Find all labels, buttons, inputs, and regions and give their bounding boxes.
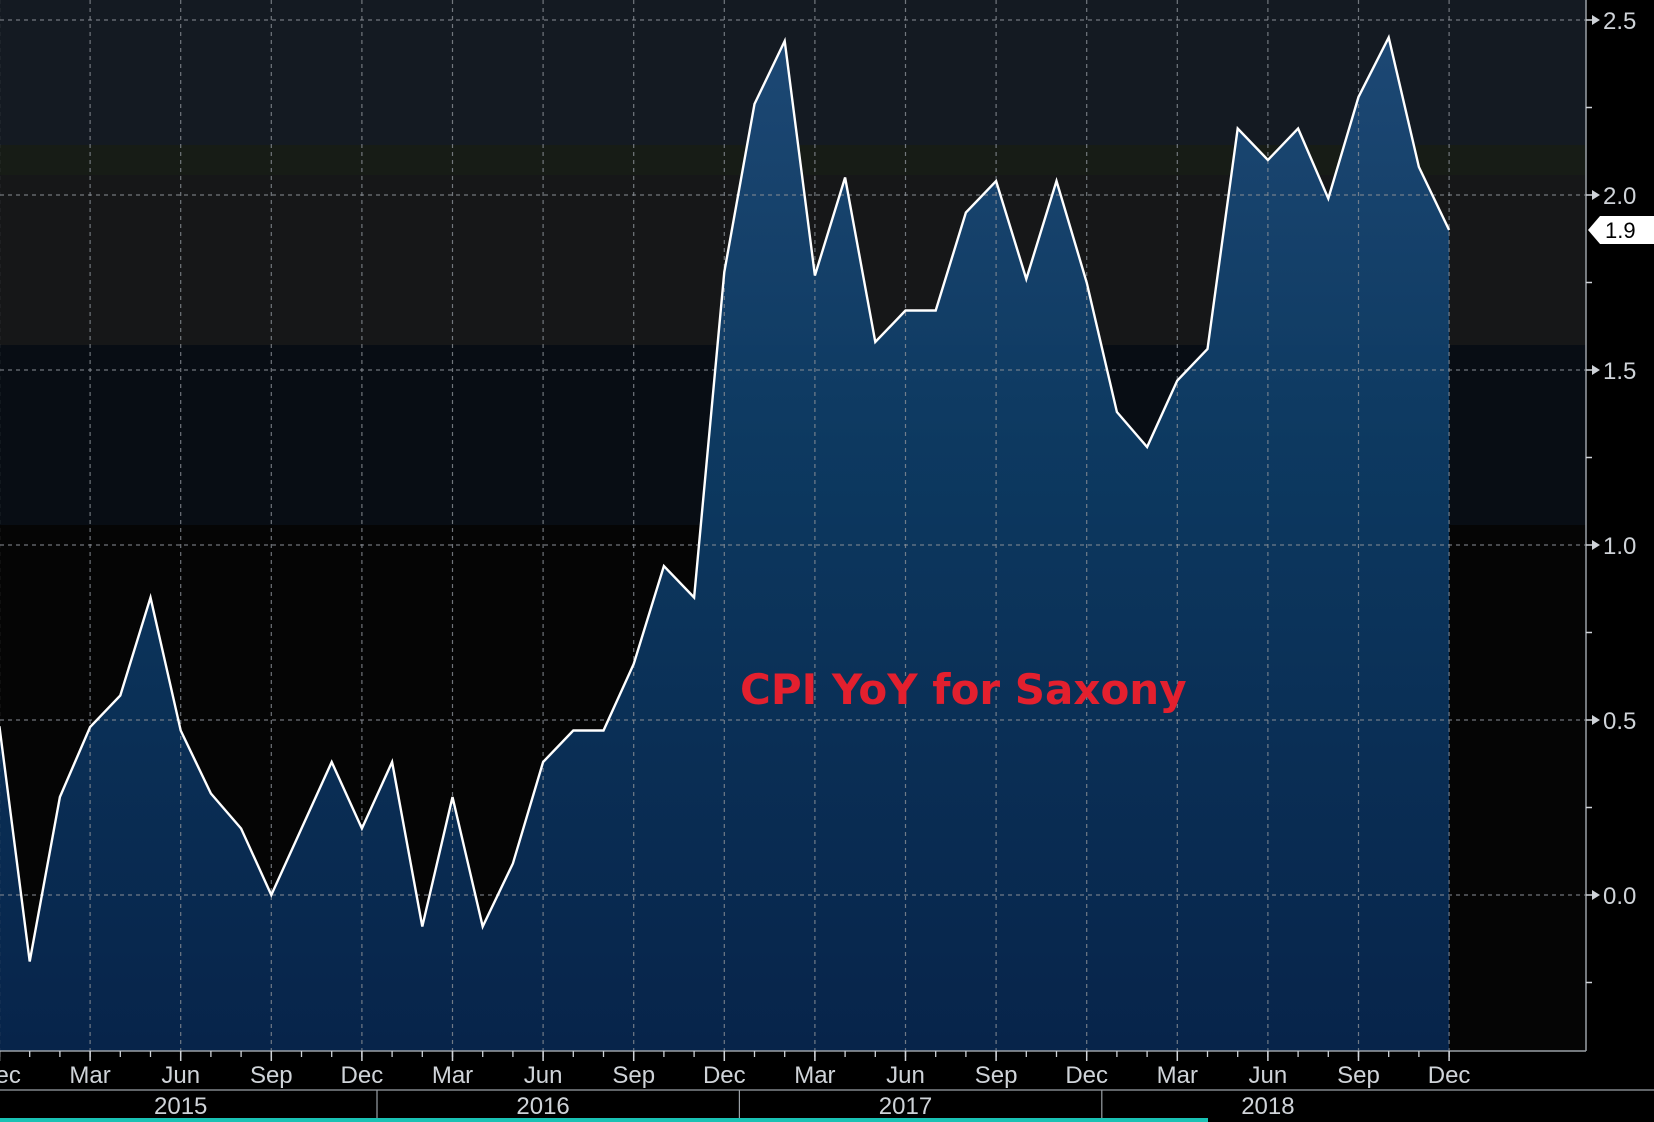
y-tick-arrow bbox=[1592, 715, 1600, 725]
y-tick-arrow bbox=[1592, 890, 1600, 900]
right-axis-panel bbox=[1586, 0, 1654, 1122]
y-tick-label: 1.5 bbox=[1603, 358, 1636, 385]
x-tick-label: Sep bbox=[250, 1062, 293, 1089]
y-tick-label: 2.0 bbox=[1603, 183, 1636, 210]
x-tick-label: Sep bbox=[612, 1062, 655, 1089]
bottom-axis-panel bbox=[0, 1051, 1654, 1122]
year-label: 2018 bbox=[1241, 1093, 1294, 1120]
year-label: 2016 bbox=[516, 1093, 569, 1120]
y-tick-arrow bbox=[1592, 190, 1600, 200]
y-tick-arrow bbox=[1592, 540, 1600, 550]
x-tick-label: Jun bbox=[161, 1062, 200, 1089]
y-tick-label: 1.0 bbox=[1603, 533, 1636, 560]
x-tick-label: Sep bbox=[1337, 1062, 1380, 1089]
x-tick-label: Dec bbox=[1065, 1062, 1108, 1089]
x-tick-label: Dec bbox=[1428, 1062, 1471, 1089]
x-tick-label: Mar bbox=[432, 1062, 473, 1089]
y-tick-label: 0.5 bbox=[1603, 708, 1636, 735]
last-value-label: 1.9 bbox=[1605, 218, 1636, 243]
year-label: 2017 bbox=[879, 1093, 932, 1120]
y-tick-label: 2.5 bbox=[1603, 8, 1636, 35]
y-axis-ticks: 2.5 2.0 1.5 1.0 0.5 0.0 bbox=[1586, 8, 1636, 984]
x-tick-label: Jun bbox=[1249, 1062, 1288, 1089]
axes bbox=[0, 0, 1654, 1091]
x-tick-label: Jun bbox=[886, 1062, 925, 1089]
scroll-progress-bar bbox=[0, 1118, 1208, 1122]
x-tick-label: Mar bbox=[69, 1062, 110, 1089]
x-tick-label: Dec bbox=[0, 1062, 21, 1089]
y-tick-arrow bbox=[1592, 15, 1600, 25]
x-tick-label: Mar bbox=[1157, 1062, 1198, 1089]
series-line-layer bbox=[0, 34, 1451, 962]
x-tick-label: Dec bbox=[703, 1062, 746, 1089]
y-tick-arrow bbox=[1592, 365, 1600, 375]
x-tick-label: Jun bbox=[524, 1062, 563, 1089]
x-tick-label: Mar bbox=[794, 1062, 835, 1089]
x-tick-label: Dec bbox=[341, 1062, 384, 1089]
x-axis-ticks: Dec Mar Jun Sep Dec Mar Jun Sep Dec Mar Jun Sep Dec M… bbox=[0, 1051, 1470, 1089]
y-tick-label: 0.0 bbox=[1603, 883, 1636, 910]
gridlines bbox=[0, 0, 1586, 1051]
series-line bbox=[0, 34, 1451, 962]
last-value-tag bbox=[1588, 216, 1654, 244]
year-labels: 2015 2016 2017 2018 bbox=[154, 1090, 1295, 1122]
year-label: 2015 bbox=[154, 1093, 207, 1120]
chart-title: CPI YoY for Saxony bbox=[740, 665, 1187, 714]
x-tick-label: Sep bbox=[975, 1062, 1018, 1089]
last-value-marker: 1.9 bbox=[1588, 216, 1654, 244]
